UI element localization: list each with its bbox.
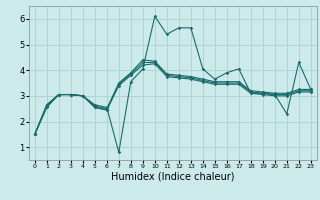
X-axis label: Humidex (Indice chaleur): Humidex (Indice chaleur) xyxy=(111,172,235,182)
